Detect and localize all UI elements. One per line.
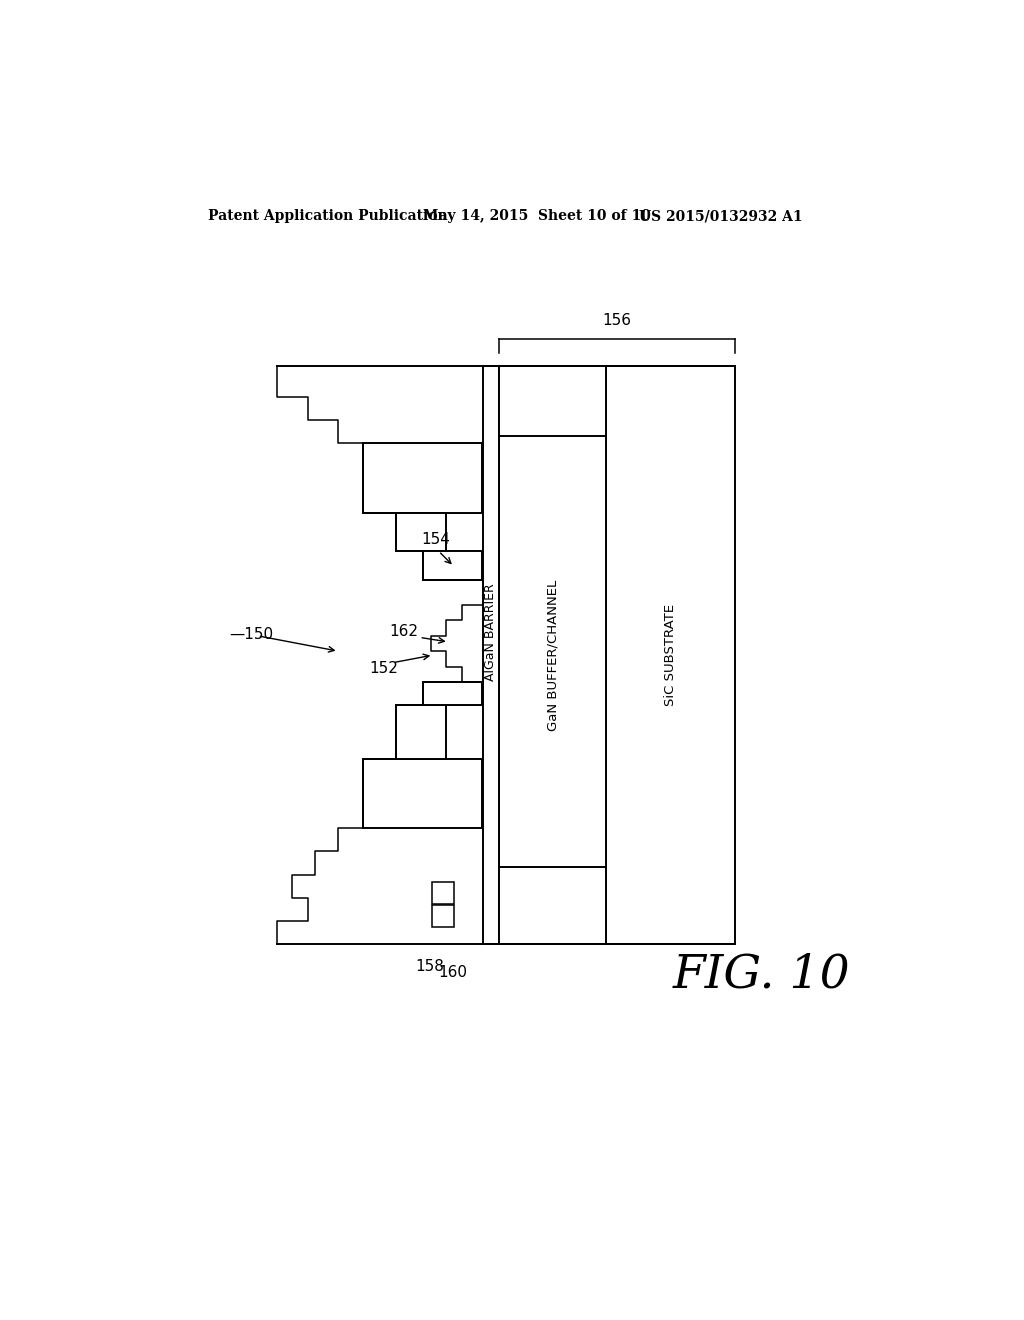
Text: 160: 160 <box>438 965 467 981</box>
Bar <box>396 512 446 552</box>
Text: US 2015/0132932 A1: US 2015/0132932 A1 <box>639 209 803 223</box>
Text: May 14, 2015  Sheet 10 of 10: May 14, 2015 Sheet 10 of 10 <box>423 209 651 223</box>
Text: GaN BUFFER/CHANNEL: GaN BUFFER/CHANNEL <box>546 579 559 731</box>
Bar <box>396 705 446 759</box>
Bar <box>364 444 482 512</box>
Bar <box>432 882 454 904</box>
Bar <box>499 367 606 436</box>
Bar <box>483 367 499 944</box>
Text: Patent Application Publication: Patent Application Publication <box>208 209 447 223</box>
Bar <box>499 367 606 944</box>
Text: AlGaN BARRIER: AlGaN BARRIER <box>484 583 498 681</box>
Text: 154: 154 <box>422 532 451 546</box>
Bar <box>499 867 606 944</box>
Text: 158: 158 <box>415 960 443 974</box>
Bar <box>423 552 482 581</box>
Bar <box>423 682 482 705</box>
Text: 162: 162 <box>389 624 418 639</box>
Text: —150: —150 <box>229 627 273 642</box>
Text: SiC SUBSTRATE: SiC SUBSTRATE <box>665 605 677 706</box>
Text: 152: 152 <box>370 660 398 676</box>
Bar <box>606 367 735 944</box>
Bar <box>364 759 482 829</box>
Text: FIG. 10: FIG. 10 <box>673 952 851 997</box>
Bar <box>432 906 454 927</box>
Text: 156: 156 <box>602 313 632 327</box>
